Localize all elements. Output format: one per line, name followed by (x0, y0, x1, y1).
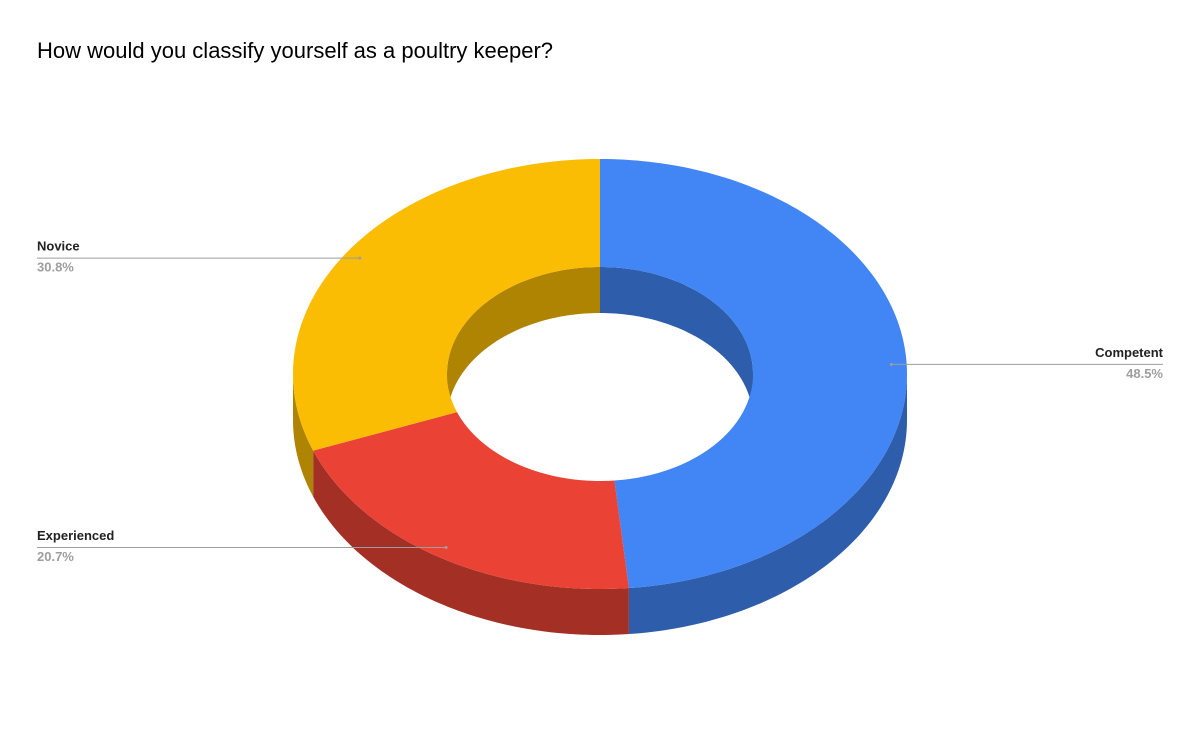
slice-side (628, 374, 907, 635)
label-value: 30.8% (37, 260, 74, 275)
slice (600, 159, 907, 589)
slice-inner-side (447, 267, 600, 420)
label-name: Novice (37, 239, 80, 254)
slice-side (293, 374, 314, 497)
label-name: Experienced (37, 528, 114, 543)
label-name: Competent (1095, 345, 1164, 360)
label-value: 20.7% (37, 549, 74, 564)
slice (313, 412, 629, 589)
slice (293, 159, 600, 451)
leader-dot (358, 256, 362, 260)
leader-dot (889, 362, 893, 366)
slice-side (313, 450, 629, 635)
leader-dot (444, 545, 448, 549)
slice-inner-side (600, 267, 753, 420)
label-value: 48.5% (1126, 366, 1163, 381)
chart-title: How would you classify yourself as a pou… (37, 38, 553, 63)
